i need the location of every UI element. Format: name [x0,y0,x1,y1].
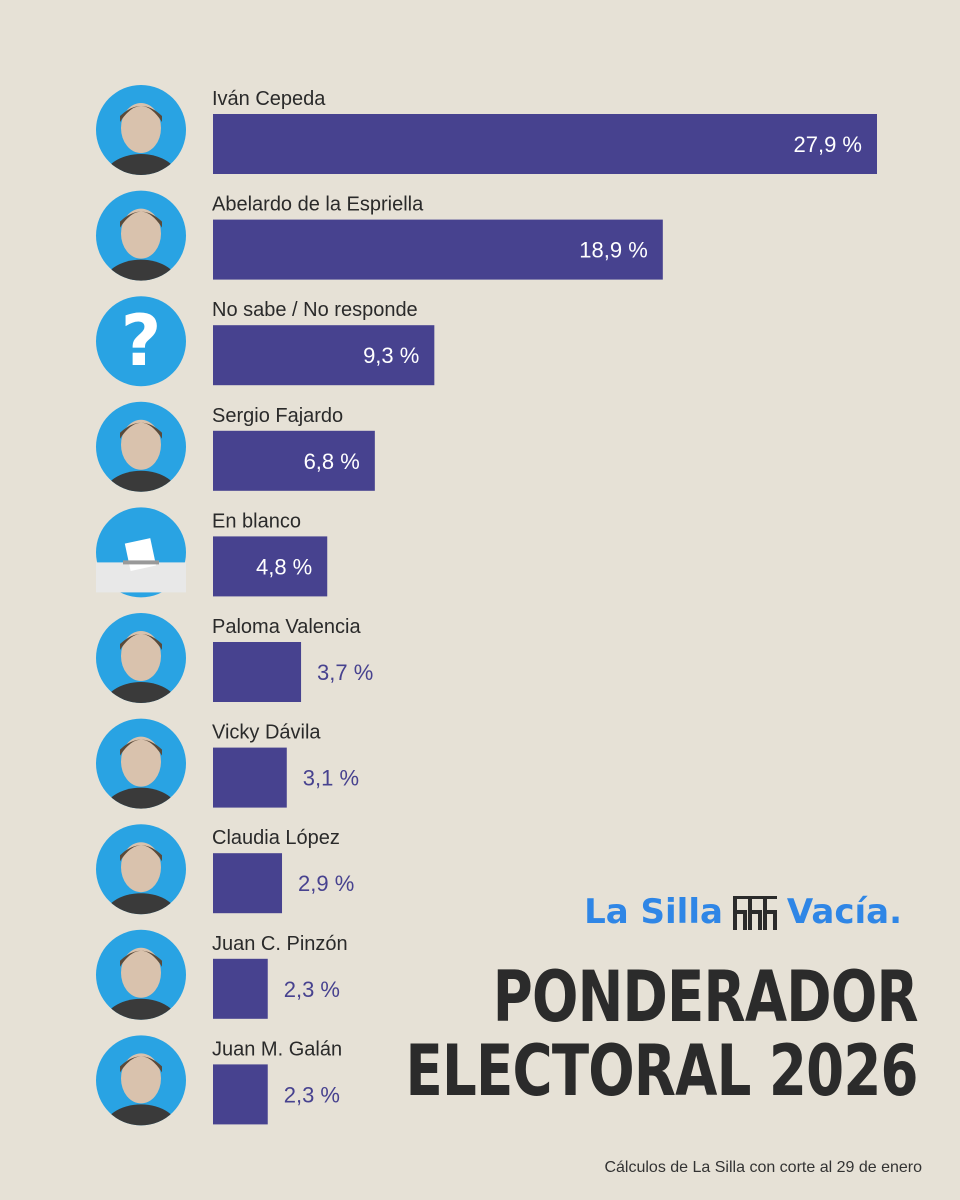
value-label: 2,9 % [298,871,354,896]
category-label: Sergio Fajardo [212,405,343,427]
category-label: Juan C. Pinzón [212,933,348,955]
avatar-juan-m-galan [96,1035,186,1126]
headline-line1: PONDERADOR [492,956,919,1038]
value-label: 4,8 % [256,554,312,579]
avatar-sergio-fajardo [96,401,186,492]
avatar-juan-c-pinzon [96,929,186,1020]
bar [213,114,877,174]
avatar-ivan-cepeda [96,85,186,175]
headline: PONDERADOR ELECTORAL 2026 [405,956,919,1112]
bar [213,219,663,280]
category-label: En blanco [212,510,301,532]
category-label: Paloma Valencia [212,616,361,638]
avatar-claudia-lopez [96,824,186,915]
bar [213,430,375,491]
value-label: 3,1 % [303,766,359,791]
brand-logo: La Silla Vacía. [584,892,902,932]
avatar-abelardo-de-la-espriella [96,190,186,281]
bar [213,747,287,808]
value-label: 2,3 % [284,1082,340,1107]
bar [213,536,328,597]
bar [213,853,283,914]
question-mark-icon: ? [96,296,186,387]
brand-name-right: Vacía. [786,892,902,932]
brand-name-left: La Silla [584,892,723,932]
value-label: 27,9 % [794,132,863,157]
value-label: 9,3 % [363,343,419,368]
category-label: Vicky Dávila [212,722,321,744]
value-label: 6,8 % [304,449,360,474]
chairs-icon [732,896,777,930]
value-label: 2,3 % [284,977,340,1002]
bar [213,958,268,1019]
value-label: 18,9 % [579,238,648,263]
category-label: Claudia López [212,827,340,849]
svg-text:?: ? [121,300,162,382]
category-label: No sabe / No responde [212,299,418,321]
category-label: Iván Cepeda [212,88,326,110]
avatar-vicky-davila [96,718,186,809]
footer-note: Cálculos de La Silla con corte al 29 de … [604,1159,922,1176]
bar [213,1064,268,1125]
category-label: Juan M. Galán [212,1038,342,1060]
bar [213,642,302,702]
bar [213,325,435,386]
ballot-box-icon [96,507,186,598]
headline-line2: ELECTORAL 2026 [405,1030,919,1112]
value-label: 3,7 % [317,660,373,685]
category-label: Abelardo de la Espriella [212,194,424,216]
avatar-paloma-valencia [96,613,186,703]
